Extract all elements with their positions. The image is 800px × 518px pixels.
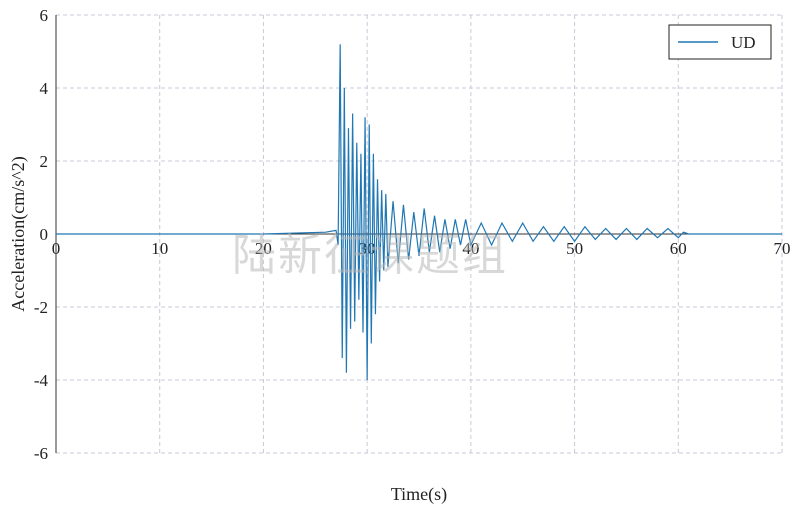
x-tick-label: 20	[255, 239, 272, 258]
y-tick-label: 6	[40, 6, 49, 25]
legend-label-ud: UD	[731, 33, 756, 52]
x-tick-label: 70	[774, 239, 791, 258]
x-tick-label: 40	[462, 239, 479, 258]
legend-box	[668, 24, 772, 60]
x-tick-label: 0	[52, 239, 61, 258]
y-tick-label: -2	[34, 298, 48, 317]
y-axis-title: Acceleration(cm/s^2)	[8, 156, 29, 311]
x-tick-label: 10	[151, 239, 168, 258]
x-axis-title: Time(s)	[391, 484, 447, 505]
x-tick-label: 60	[670, 239, 687, 258]
series-line-ud	[56, 44, 782, 381]
y-tick-label: 2	[40, 152, 49, 171]
y-tick-label: 0	[40, 225, 49, 244]
watermark-text: 陆新征课题组	[232, 230, 508, 281]
y-tick-label: -6	[34, 444, 48, 463]
y-tick-label: 4	[40, 79, 49, 98]
y-tick-label: -4	[34, 371, 49, 390]
tick-labels: 0 10 20 30 40 50 60 70 -6 -4 -2 0 2 4 6	[34, 6, 791, 463]
x-tick-label: 50	[566, 239, 583, 258]
legend: UD	[668, 24, 772, 60]
x-tick-label: 30	[359, 239, 376, 258]
